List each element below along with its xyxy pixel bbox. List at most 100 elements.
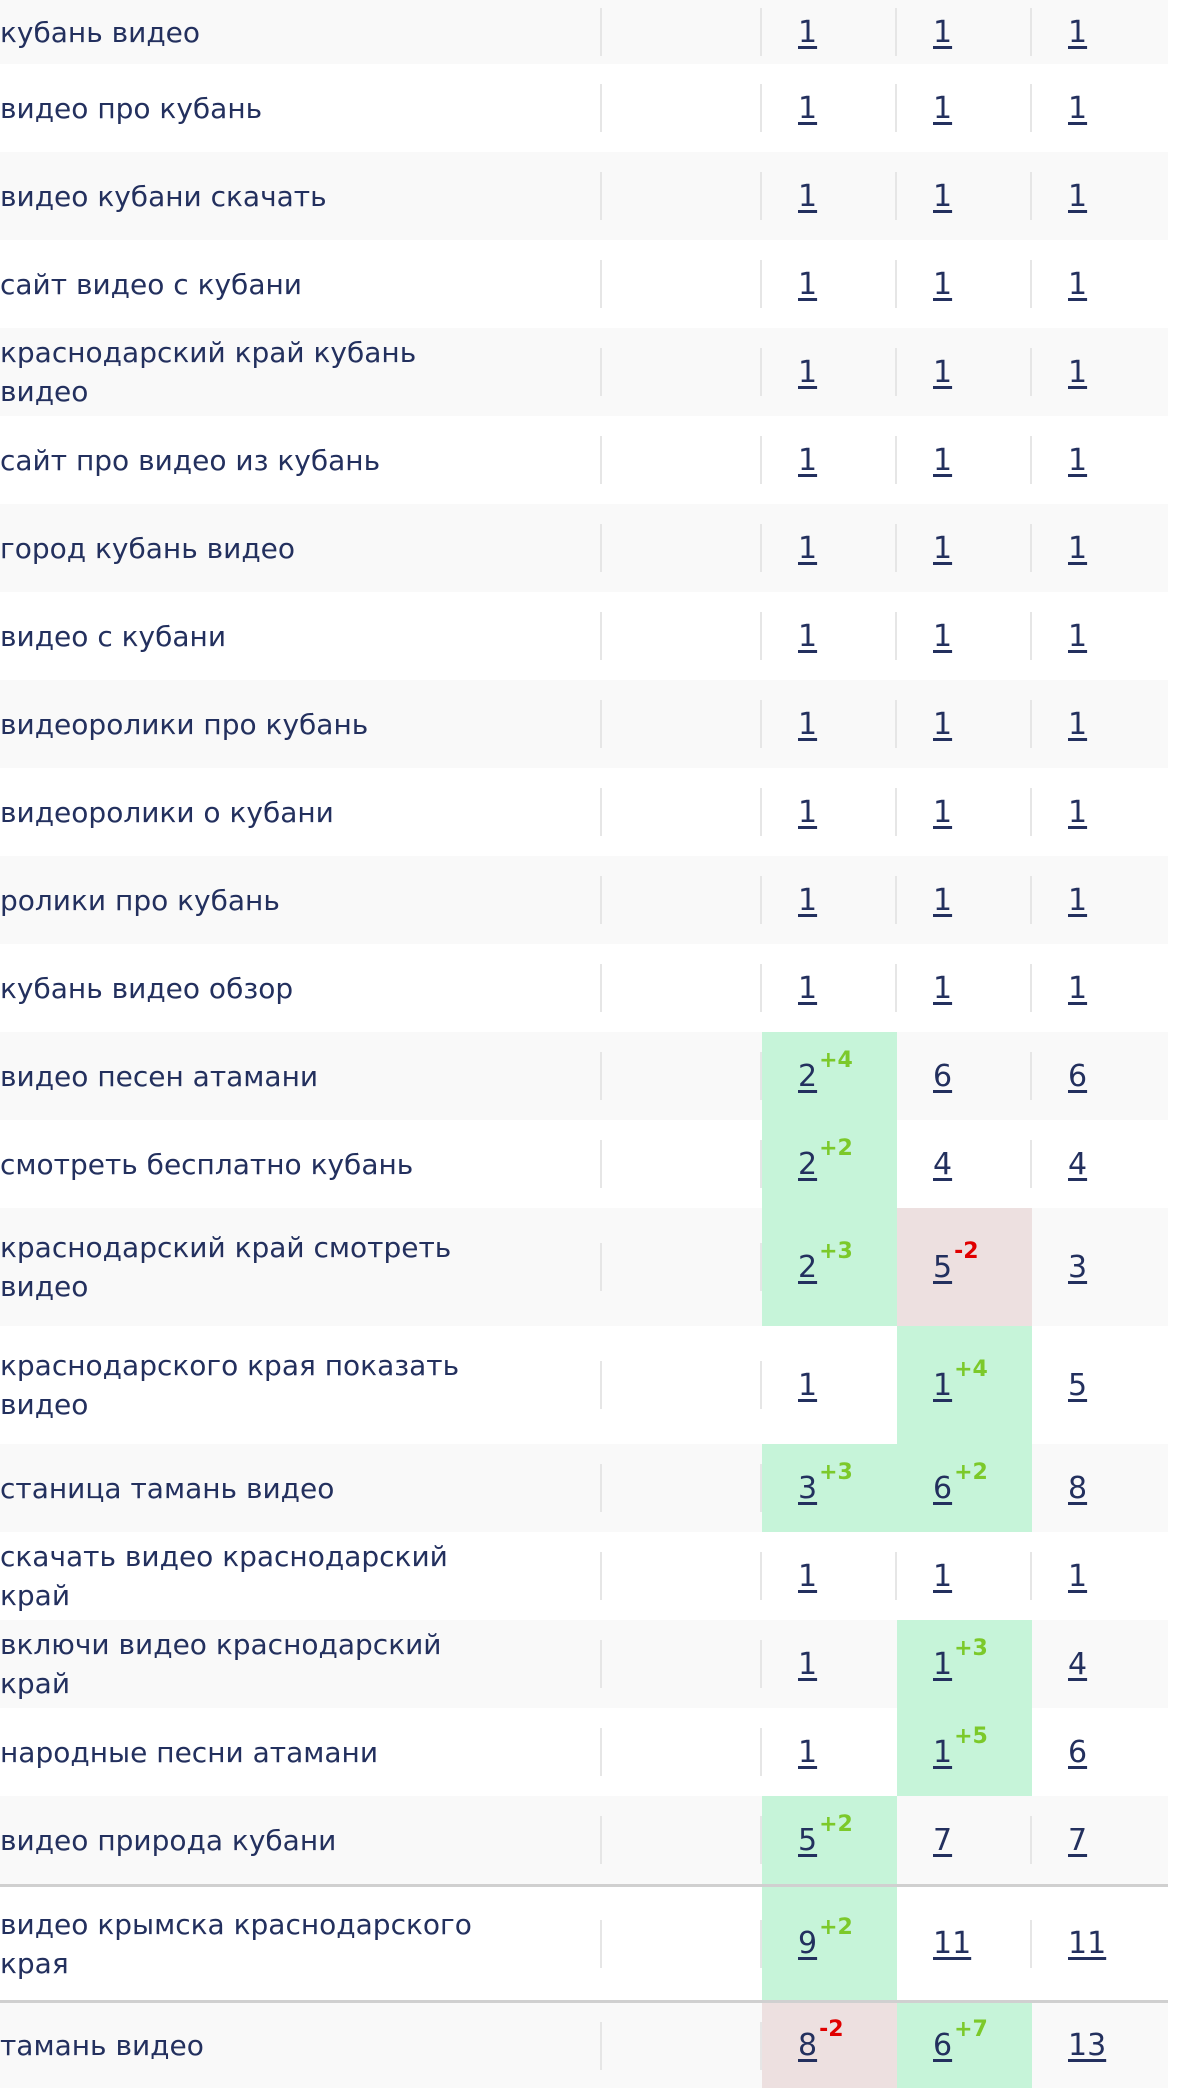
position-link[interactable]: 1 bbox=[1068, 706, 1088, 742]
position-link[interactable]: 3 bbox=[1068, 1249, 1088, 1285]
table-row: кубань видео 1 1 1 bbox=[0, 0, 1168, 64]
position-link[interactable]: 1 bbox=[798, 794, 818, 830]
query-text: видеоролики о кубани bbox=[0, 768, 602, 856]
position-link[interactable]: 1 bbox=[933, 14, 953, 50]
position-link[interactable]: 2 bbox=[798, 1249, 818, 1285]
position-cell: 1 bbox=[762, 1326, 897, 1444]
position-link[interactable]: 13 bbox=[1068, 2028, 1107, 2063]
position-link[interactable]: 1 bbox=[798, 1734, 818, 1770]
position-link[interactable]: 1 bbox=[933, 178, 953, 214]
position-link[interactable]: 1 bbox=[933, 1734, 953, 1770]
position-cell: 1 bbox=[1032, 592, 1167, 680]
position-delta: +2 bbox=[819, 1915, 853, 1940]
position-link[interactable]: 2 bbox=[798, 1058, 818, 1094]
position-link[interactable]: 6 bbox=[933, 1470, 953, 1506]
position-link[interactable]: 9 bbox=[798, 1926, 818, 1961]
position-cell: 1 bbox=[762, 1708, 897, 1796]
empty-cell bbox=[602, 64, 762, 152]
position-cell-improved: 1 +4 bbox=[897, 1326, 1032, 1444]
position-link[interactable]: 1 bbox=[798, 442, 818, 478]
position-link[interactable]: 1 bbox=[933, 1646, 953, 1682]
table-row: народные песни атамани 1 1 +5 6 bbox=[0, 1708, 1168, 1796]
position-cell-improved: 2 +2 bbox=[762, 1120, 897, 1208]
position-link[interactable]: 1 bbox=[1068, 530, 1088, 566]
empty-cell bbox=[602, 768, 762, 856]
position-link[interactable]: 8 bbox=[798, 2028, 818, 2063]
position-cell: 1 bbox=[897, 328, 1032, 416]
position-link[interactable]: 5 bbox=[933, 1249, 953, 1285]
position-link[interactable]: 1 bbox=[798, 882, 818, 918]
position-link[interactable]: 1 bbox=[1068, 266, 1088, 302]
position-link[interactable]: 7 bbox=[933, 1822, 953, 1858]
position-link[interactable]: 1 bbox=[1068, 794, 1088, 830]
position-link[interactable]: 1 bbox=[798, 178, 818, 214]
position-cell-improved: 6 +7 bbox=[897, 2003, 1032, 2088]
position-link[interactable]: 2 bbox=[798, 1146, 818, 1182]
table-row: включи видео краснодарский край 1 1 +3 4 bbox=[0, 1620, 1168, 1708]
position-link[interactable]: 1 bbox=[933, 882, 953, 918]
position-link[interactable]: 4 bbox=[1068, 1146, 1088, 1182]
query-text: скачать видео краснодарский край bbox=[0, 1532, 602, 1620]
empty-cell bbox=[602, 944, 762, 1032]
position-link[interactable]: 1 bbox=[798, 14, 818, 50]
position-link[interactable]: 1 bbox=[798, 970, 818, 1006]
position-link[interactable]: 1 bbox=[798, 706, 818, 742]
position-link[interactable]: 1 bbox=[933, 706, 953, 742]
position-link[interactable]: 1 bbox=[1068, 178, 1088, 214]
position-link[interactable]: 1 bbox=[798, 530, 818, 566]
empty-cell bbox=[602, 240, 762, 328]
table-row: видео кубани скачать 1 1 1 bbox=[0, 152, 1168, 240]
position-link[interactable]: 1 bbox=[798, 1558, 818, 1594]
position-link[interactable]: 6 bbox=[1068, 1734, 1088, 1770]
position-link[interactable]: 1 bbox=[1068, 14, 1088, 50]
position-link[interactable]: 1 bbox=[933, 794, 953, 830]
position-link[interactable]: 1 bbox=[933, 266, 953, 302]
position-link[interactable]: 3 bbox=[798, 1470, 818, 1506]
position-link[interactable]: 1 bbox=[1068, 90, 1088, 126]
position-link[interactable]: 4 bbox=[1068, 1646, 1088, 1682]
position-link[interactable]: 11 bbox=[1068, 1926, 1107, 1961]
position-cell: 1 bbox=[762, 944, 897, 1032]
position-cell: 1 bbox=[897, 416, 1032, 504]
position-link[interactable]: 1 bbox=[798, 354, 818, 390]
position-link[interactable]: 11 bbox=[933, 1926, 972, 1961]
empty-cell bbox=[602, 1796, 762, 1884]
position-link[interactable]: 1 bbox=[1068, 618, 1088, 654]
position-link[interactable]: 5 bbox=[1068, 1367, 1088, 1403]
position-link[interactable]: 6 bbox=[933, 1058, 953, 1094]
position-link[interactable]: 1 bbox=[798, 1367, 818, 1403]
position-link[interactable]: 1 bbox=[933, 530, 953, 566]
position-link[interactable]: 1 bbox=[933, 1558, 953, 1594]
position-link[interactable]: 6 bbox=[933, 2028, 953, 2063]
position-link[interactable]: 1 bbox=[798, 1646, 818, 1682]
position-link[interactable]: 1 bbox=[933, 90, 953, 126]
position-link[interactable]: 1 bbox=[798, 266, 818, 302]
position-cell: 1 bbox=[897, 680, 1032, 768]
position-link[interactable]: 1 bbox=[798, 90, 818, 126]
position-link[interactable]: 8 bbox=[1068, 1470, 1088, 1506]
position-link[interactable]: 1 bbox=[933, 442, 953, 478]
position-link[interactable]: 1 bbox=[933, 1367, 953, 1403]
position-link[interactable]: 1 bbox=[798, 618, 818, 654]
position-cell: 1 bbox=[1032, 768, 1167, 856]
empty-cell bbox=[602, 1120, 762, 1208]
empty-cell bbox=[602, 504, 762, 592]
position-link[interactable]: 1 bbox=[933, 618, 953, 654]
position-cell: 5 bbox=[1032, 1326, 1167, 1444]
query-text: видео песен атамани bbox=[0, 1032, 602, 1120]
position-link[interactable]: 5 bbox=[798, 1822, 818, 1858]
position-link[interactable]: 7 bbox=[1068, 1822, 1088, 1858]
position-cell-improved: 2 +3 bbox=[762, 1208, 897, 1326]
position-cell: 7 bbox=[1032, 1796, 1167, 1884]
position-link[interactable]: 1 bbox=[933, 970, 953, 1006]
position-link[interactable]: 1 bbox=[1068, 442, 1088, 478]
empty-cell bbox=[602, 0, 762, 64]
position-link[interactable]: 1 bbox=[1068, 354, 1088, 390]
position-link[interactable]: 1 bbox=[1068, 970, 1088, 1006]
position-link[interactable]: 4 bbox=[933, 1146, 953, 1182]
query-text: сайт про видео из кубань bbox=[0, 416, 602, 504]
position-link[interactable]: 1 bbox=[1068, 882, 1088, 918]
position-link[interactable]: 1 bbox=[933, 354, 953, 390]
position-link[interactable]: 6 bbox=[1068, 1058, 1088, 1094]
position-link[interactable]: 1 bbox=[1068, 1558, 1088, 1594]
